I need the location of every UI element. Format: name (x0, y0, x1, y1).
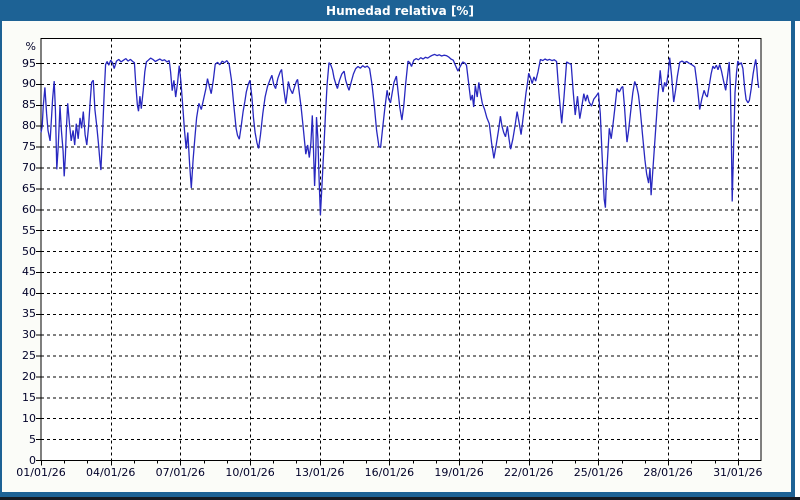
window-edge-right (795, 21, 800, 497)
window-edge-bottom (0, 497, 800, 500)
plot-border (40, 38, 762, 461)
window-border-bottom (0, 492, 795, 497)
window-border-left (0, 21, 2, 497)
window-border-right (791, 21, 795, 497)
humidity-series-line (40, 53, 760, 216)
chart-title: Humedad relativa [%] (326, 3, 474, 18)
title-bar: Humedad relativa [%] (0, 0, 800, 21)
plot-area (41, 38, 761, 461)
